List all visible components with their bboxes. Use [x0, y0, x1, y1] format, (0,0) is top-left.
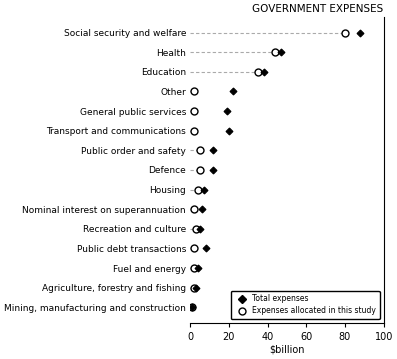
- Text: GOVERNMENT EXPENSES: GOVERNMENT EXPENSES: [252, 4, 384, 14]
- Legend: Total expenses, Expenses allocated in this study: Total expenses, Expenses allocated in th…: [231, 290, 380, 319]
- X-axis label: $billion: $billion: [269, 345, 304, 355]
